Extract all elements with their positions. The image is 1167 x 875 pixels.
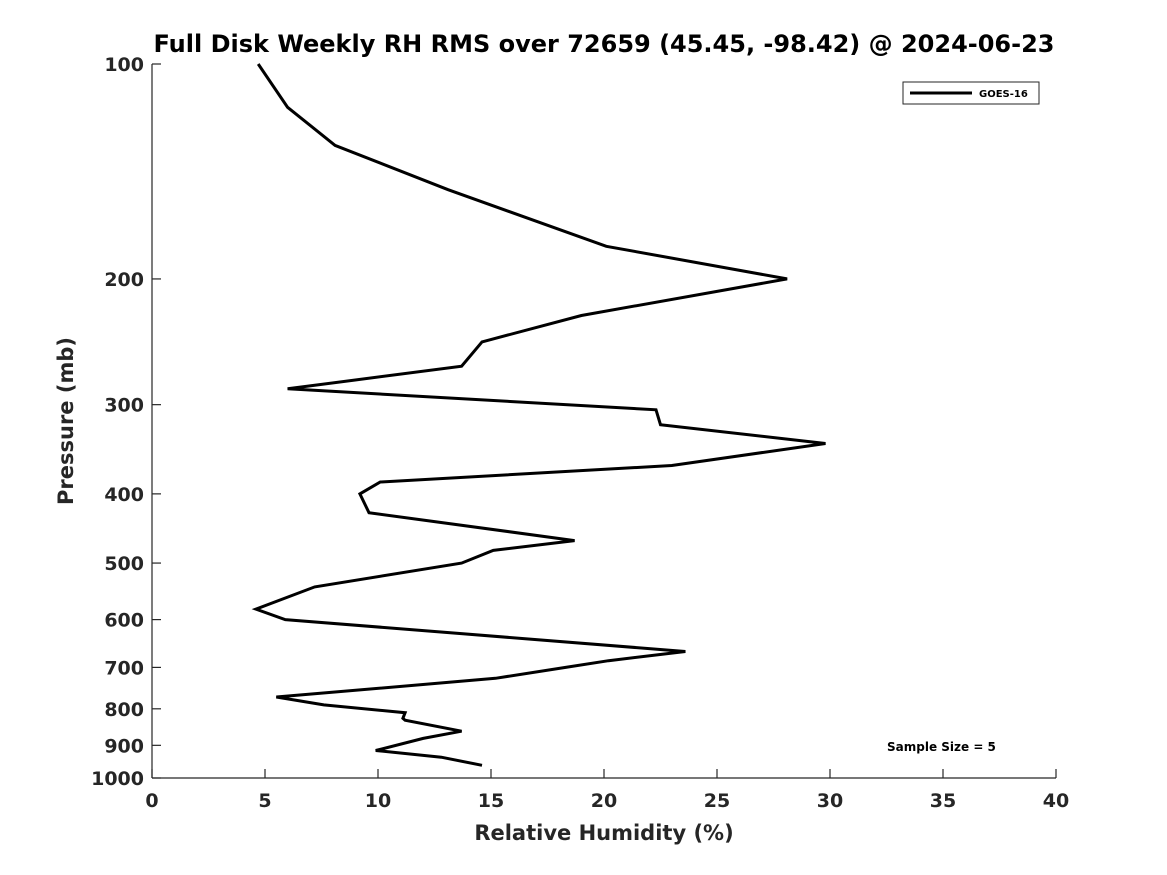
x-tick-label: 40 bbox=[1043, 790, 1069, 812]
y-tick-label: 400 bbox=[104, 484, 144, 506]
x-tick-label: 20 bbox=[591, 790, 617, 812]
chart-title: Full Disk Weekly RH RMS over 72659 (45.4… bbox=[153, 30, 1054, 58]
x-tick-label: 0 bbox=[145, 790, 158, 812]
ticks-layer: 0 5 10 15 20 25 30 35 40 100 200 300 400 500 600 700 800… bbox=[91, 54, 1069, 812]
x-tick-label: 5 bbox=[258, 790, 271, 812]
y-tick-label: 1000 bbox=[91, 768, 144, 790]
legend-label-goes-16: GOES-16 bbox=[979, 89, 1028, 100]
legend: GOES-16 bbox=[902, 81, 1040, 105]
y-axis-label: Pressure (mb) bbox=[54, 337, 78, 505]
y-tick-label: 200 bbox=[104, 269, 144, 291]
x-tick-label: 25 bbox=[704, 790, 730, 812]
x-tick-label: 10 bbox=[365, 790, 391, 812]
y-tick-label: 800 bbox=[104, 699, 144, 721]
x-axis-label: Relative Humidity (%) bbox=[474, 821, 733, 845]
x-tick-label: 35 bbox=[930, 790, 956, 812]
y-tick-label: 100 bbox=[104, 54, 144, 76]
y-tick-label: 700 bbox=[104, 657, 144, 679]
x-tick-label: 30 bbox=[817, 790, 843, 812]
series-layer bbox=[251, 63, 826, 767]
sample-size-annotation: Sample Size = 5 bbox=[887, 740, 996, 754]
y-tick-label: 500 bbox=[104, 553, 144, 575]
y-tick-label: 600 bbox=[104, 610, 144, 632]
y-tick-label: 900 bbox=[104, 735, 144, 757]
x-tick-label: 15 bbox=[478, 790, 504, 812]
series-line-goes-16 bbox=[251, 63, 826, 767]
y-tick-label: 300 bbox=[104, 395, 144, 417]
